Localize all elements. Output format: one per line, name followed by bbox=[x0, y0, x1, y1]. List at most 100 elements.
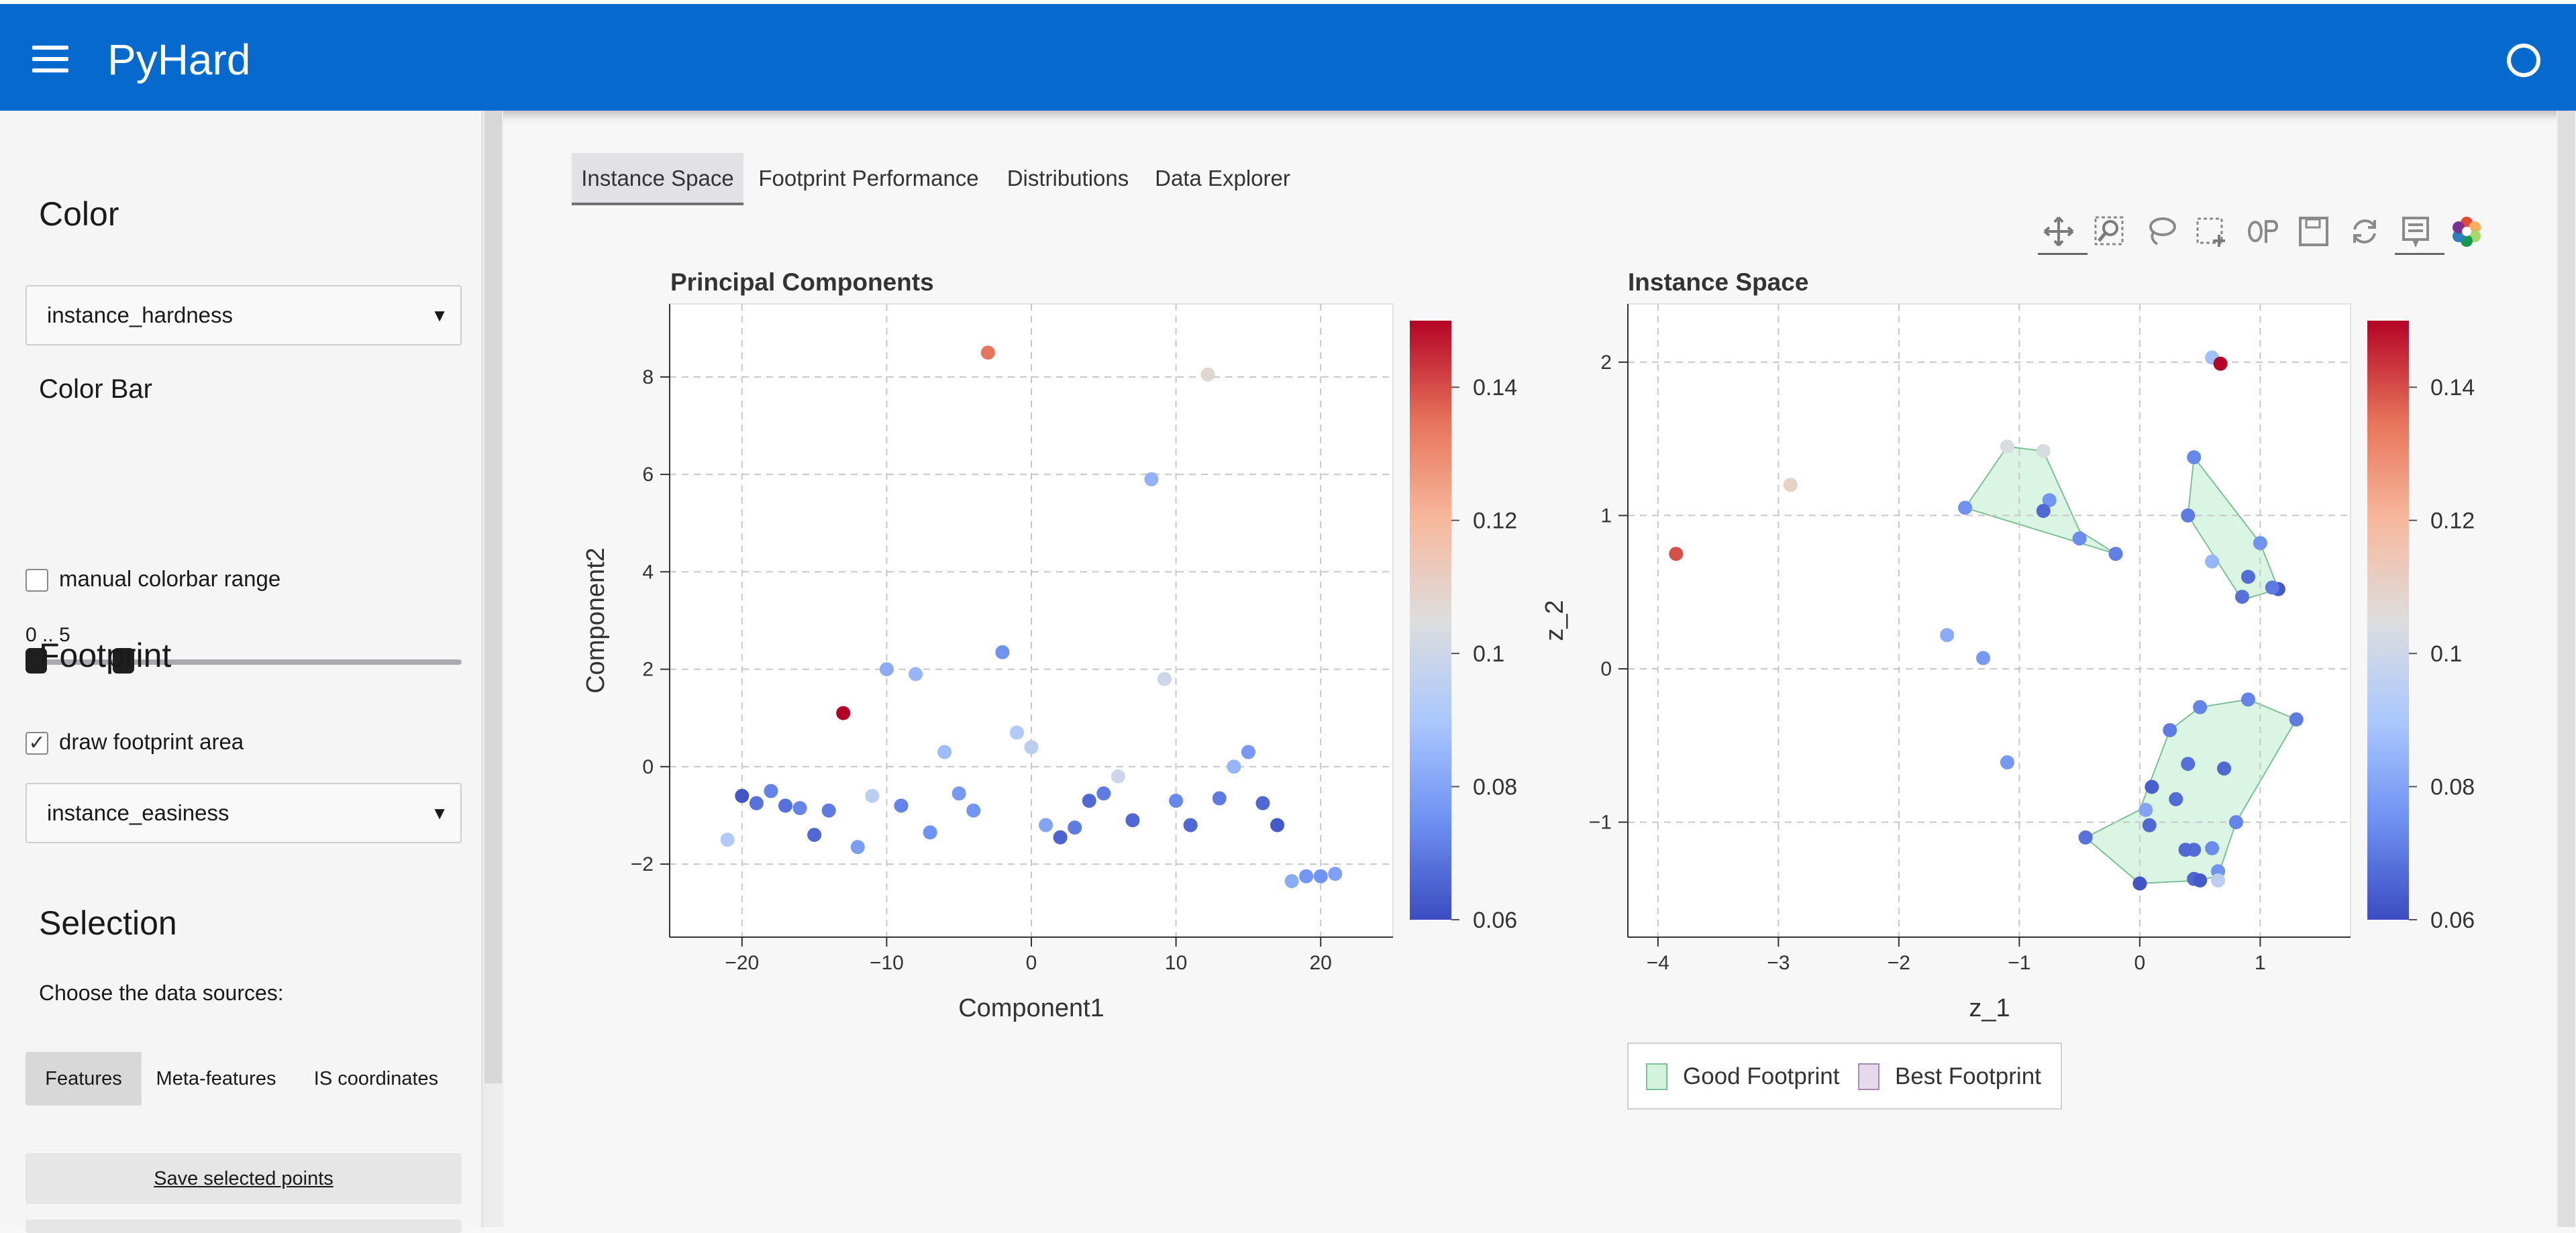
data-point[interactable] bbox=[836, 706, 851, 720]
data-point[interactable] bbox=[1299, 869, 1314, 883]
data-point[interactable] bbox=[2240, 692, 2255, 707]
features-button[interactable]: Features bbox=[25, 1052, 142, 1106]
slider-handle-low[interactable] bbox=[25, 648, 47, 674]
data-point[interactable] bbox=[749, 796, 764, 810]
data-point[interactable] bbox=[2042, 493, 2057, 508]
tab-footprint-performance[interactable]: Footprint Performance bbox=[758, 166, 979, 191]
data-point[interactable] bbox=[1144, 472, 1159, 486]
tooltip-icon[interactable] bbox=[2393, 208, 2444, 255]
data-point[interactable] bbox=[1940, 628, 1955, 643]
data-point[interactable] bbox=[2072, 531, 2087, 546]
data-point[interactable] bbox=[1958, 500, 1973, 515]
data-point[interactable] bbox=[2234, 590, 2249, 604]
data-point[interactable] bbox=[2253, 536, 2267, 551]
data-point[interactable] bbox=[2139, 802, 2153, 817]
data-point[interactable] bbox=[764, 784, 778, 798]
is-coordinates-button[interactable]: IS coordinates bbox=[313, 1068, 439, 1089]
data-point[interactable] bbox=[1024, 740, 1039, 755]
data-point[interactable] bbox=[2228, 815, 2243, 830]
data-point[interactable] bbox=[937, 745, 952, 759]
save-icon[interactable] bbox=[2291, 208, 2333, 255]
plot-area[interactable] bbox=[1627, 303, 2351, 938]
data-point[interactable] bbox=[865, 788, 880, 803]
data-point[interactable] bbox=[2217, 761, 2232, 776]
tab-distributions[interactable]: Distributions bbox=[1007, 166, 1129, 191]
data-point[interactable] bbox=[735, 788, 750, 803]
slider-handle-high[interactable] bbox=[113, 648, 134, 674]
data-point[interactable] bbox=[792, 801, 807, 816]
data-point[interactable] bbox=[850, 840, 865, 855]
data-point[interactable] bbox=[1169, 794, 1184, 808]
tab-instance-space[interactable]: Instance Space bbox=[572, 153, 743, 205]
data-point[interactable] bbox=[2078, 830, 2093, 845]
data-point[interactable] bbox=[894, 798, 909, 813]
save-selected-points-button[interactable]: Save selected points bbox=[25, 1153, 462, 1204]
data-point[interactable] bbox=[2036, 443, 2051, 458]
data-point[interactable] bbox=[1039, 818, 1053, 833]
sidebar-scrollbar[interactable] bbox=[483, 111, 503, 1227]
data-point[interactable] bbox=[1669, 547, 1684, 561]
data-point[interactable] bbox=[966, 803, 981, 818]
footprint-select[interactable]: instance_easiness ▼ bbox=[25, 783, 462, 843]
data-point[interactable] bbox=[2289, 712, 2304, 727]
menu-icon[interactable] bbox=[32, 46, 68, 72]
meta-features-button[interactable]: Meta-features bbox=[156, 1068, 276, 1089]
manual-colorbar-range-checkbox[interactable]: manual colorbar range bbox=[25, 564, 280, 594]
data-point[interactable] bbox=[2036, 504, 2051, 519]
hover-icon[interactable] bbox=[2240, 208, 2282, 255]
data-point[interactable] bbox=[2178, 843, 2193, 857]
data-point[interactable] bbox=[2142, 818, 2157, 833]
lasso-select-icon[interactable] bbox=[2139, 208, 2180, 255]
data-point[interactable] bbox=[2240, 570, 2255, 584]
box-select-icon[interactable] bbox=[2189, 208, 2231, 255]
data-point[interactable] bbox=[2213, 356, 2228, 371]
data-point[interactable] bbox=[1200, 367, 1215, 382]
instance-space-plot[interactable]: Instance Space −4 −3 −2 −1 0 1 −1 0 1 2 z_1 z_2 0… bbox=[1541, 268, 2475, 1110]
tab-data-explorer[interactable]: Data Explorer bbox=[1155, 166, 1290, 191]
data-point[interactable] bbox=[951, 786, 966, 801]
data-point[interactable] bbox=[1111, 769, 1125, 784]
data-point[interactable] bbox=[1270, 818, 1285, 833]
data-point[interactable] bbox=[2211, 873, 2226, 888]
data-point[interactable] bbox=[1313, 869, 1328, 883]
data-point[interactable] bbox=[980, 345, 995, 360]
data-point[interactable] bbox=[1183, 818, 1198, 833]
bokeh-logo-icon[interactable] bbox=[2444, 208, 2486, 255]
data-point[interactable] bbox=[923, 825, 937, 840]
data-point[interactable] bbox=[2000, 755, 2014, 769]
data-point[interactable] bbox=[1053, 830, 1068, 845]
data-point[interactable] bbox=[1284, 873, 1299, 888]
colorbar-range-slider[interactable] bbox=[27, 659, 462, 665]
data-point[interactable] bbox=[778, 798, 792, 813]
checkbox-box[interactable] bbox=[25, 569, 48, 592]
data-point[interactable] bbox=[2205, 554, 2220, 569]
data-point[interactable] bbox=[821, 803, 836, 818]
data-point[interactable] bbox=[1976, 651, 1991, 665]
checkbox-checked[interactable]: ✓ bbox=[25, 732, 48, 755]
data-point[interactable] bbox=[2193, 700, 2208, 714]
data-point[interactable] bbox=[2163, 722, 2177, 737]
data-point[interactable] bbox=[1212, 791, 1227, 806]
data-point[interactable] bbox=[1328, 867, 1343, 881]
data-point[interactable] bbox=[1096, 786, 1111, 801]
data-point[interactable] bbox=[720, 833, 735, 847]
data-point[interactable] bbox=[2265, 580, 2279, 595]
pan-icon[interactable] bbox=[2037, 208, 2088, 255]
data-point[interactable] bbox=[2181, 757, 2196, 771]
data-point[interactable] bbox=[2132, 876, 2147, 891]
data-point[interactable] bbox=[807, 828, 822, 843]
data-point[interactable] bbox=[1241, 745, 1255, 759]
data-point[interactable] bbox=[1783, 478, 1798, 492]
color-select[interactable]: instance_hardness ▼ bbox=[25, 285, 462, 345]
draw-footprint-checkbox[interactable]: ✓ draw footprint area bbox=[25, 727, 244, 757]
data-point[interactable] bbox=[2187, 450, 2202, 465]
data-point[interactable] bbox=[1157, 672, 1172, 686]
data-point[interactable] bbox=[1255, 796, 1270, 810]
data-point[interactable] bbox=[995, 645, 1010, 659]
data-point[interactable] bbox=[1227, 759, 1241, 774]
data-point[interactable] bbox=[1125, 813, 1140, 828]
box-zoom-icon[interactable] bbox=[2088, 208, 2129, 255]
data-point[interactable] bbox=[2205, 841, 2220, 855]
main-scrollbar[interactable] bbox=[2557, 111, 2576, 1227]
data-point[interactable] bbox=[2145, 780, 2159, 794]
